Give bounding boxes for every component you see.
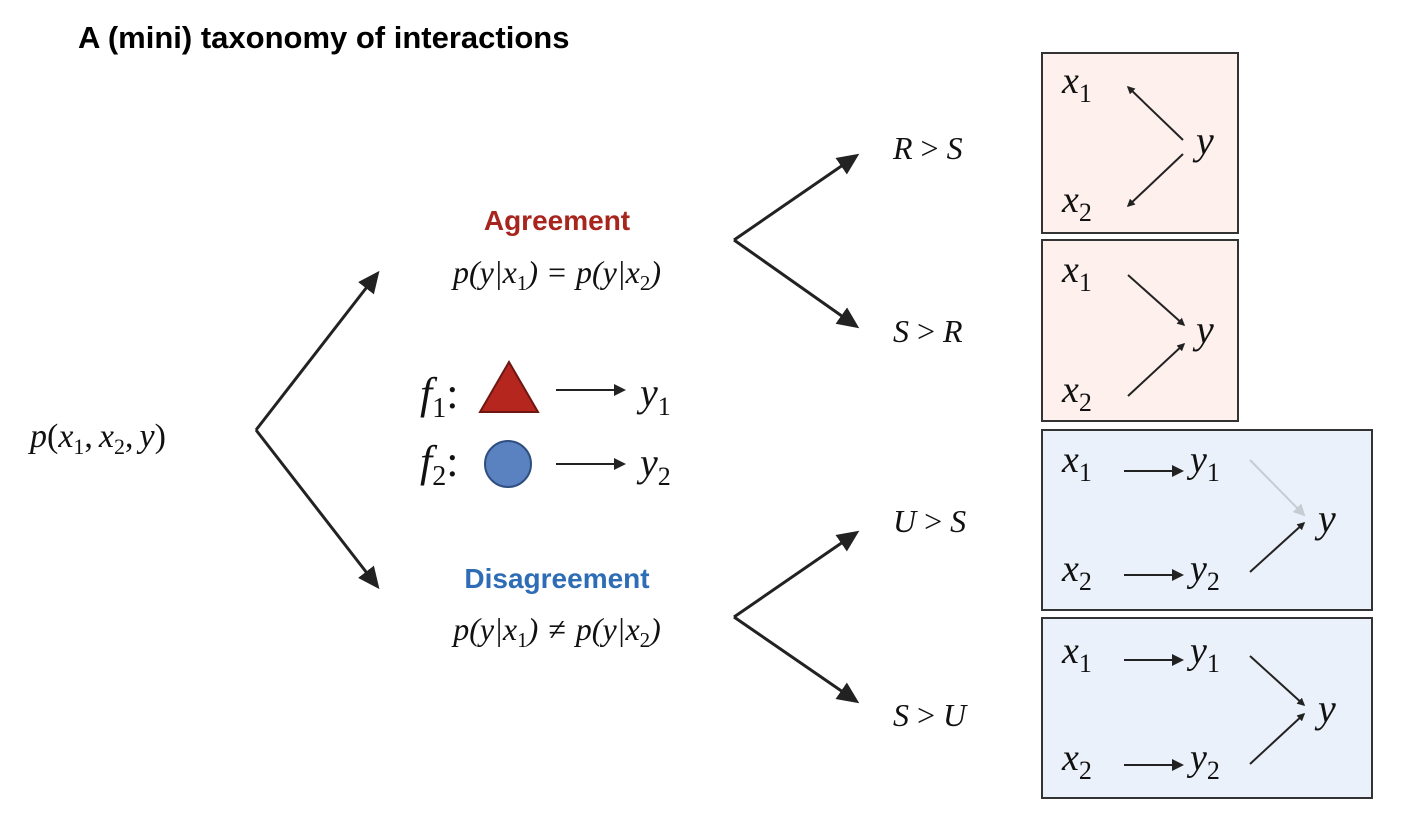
page-title: A (mini) taxonomy of interactions — [78, 20, 570, 55]
fork-arrow-r-gt-s — [733, 153, 860, 242]
function-f1-output: y1 — [636, 370, 671, 421]
box1-x2-node: x2 — [1061, 179, 1092, 227]
box3-y1-node: y1 — [1186, 439, 1220, 487]
function-f2-label: f2: — [420, 437, 458, 492]
box4-y1-node: y1 — [1186, 630, 1220, 678]
box2-x2-node: x2 — [1061, 369, 1092, 417]
fork-arrow-u-gt-s — [733, 530, 860, 619]
diagram-box-u-gt-s — [1041, 429, 1373, 611]
diagram-box-s-gt-r — [1041, 239, 1239, 422]
triangle-icon — [478, 360, 540, 413]
fork-arrow-agreement — [254, 270, 380, 431]
fork-arrow-s-gt-u — [733, 615, 860, 704]
disagreement-formula: p(y|x1) ≠ p(y|x2) — [451, 611, 661, 652]
box1-arrow-y-x1 — [1126, 85, 1184, 141]
function-f2-output: y2 — [636, 440, 671, 491]
disagreement-heading: Disagreement — [464, 563, 649, 594]
box1-arrow-y-x2 — [1126, 153, 1184, 208]
box4-x1-node: x1 — [1061, 630, 1092, 678]
box3-x2-node: x2 — [1061, 548, 1092, 596]
diagram-box-r-gt-s — [1041, 52, 1239, 234]
box4-y2-node: y2 — [1186, 737, 1220, 785]
case-label-u-gt-s: U > S — [893, 503, 966, 539]
box1-y-node: y — [1192, 118, 1214, 163]
fork-arrow-s-gt-r — [733, 238, 860, 329]
box2-y-node: y — [1192, 307, 1214, 352]
box4-y-node: y — [1314, 686, 1336, 731]
agreement-heading: Agreement — [484, 205, 630, 236]
diagram-box-s-gt-u — [1041, 617, 1373, 799]
fork-arrow-disagreement — [254, 429, 380, 590]
box4-arrow-y2-y — [1249, 712, 1306, 765]
box3-arrow-y2-y — [1249, 521, 1306, 573]
box4-arrow-y1-y — [1249, 655, 1306, 707]
case-label-s-gt-r: S > R — [893, 313, 963, 349]
circle-icon — [484, 440, 532, 488]
function-f1-label: f1: — [420, 369, 458, 424]
box2-arrow-x2-y — [1127, 342, 1186, 397]
agreement-formula: p(y|x1) = p(y|x2) — [451, 254, 661, 295]
box3-x1-node: x1 — [1061, 439, 1092, 487]
box2-x1-node: x1 — [1061, 249, 1092, 297]
case-label-s-gt-u: S > U — [893, 697, 968, 733]
case-label-r-gt-s: R > S — [892, 130, 963, 166]
root-distribution: p(x1, x2, y) — [28, 418, 166, 459]
box1-x1-node: x1 — [1061, 60, 1092, 108]
box3-y2-node: y2 — [1186, 548, 1220, 596]
box3-faded-arrow-y1-y — [1249, 459, 1306, 517]
box4-x2-node: x2 — [1061, 737, 1092, 785]
box2-arrow-x1-y — [1127, 274, 1186, 326]
box3-y-node: y — [1314, 496, 1336, 541]
